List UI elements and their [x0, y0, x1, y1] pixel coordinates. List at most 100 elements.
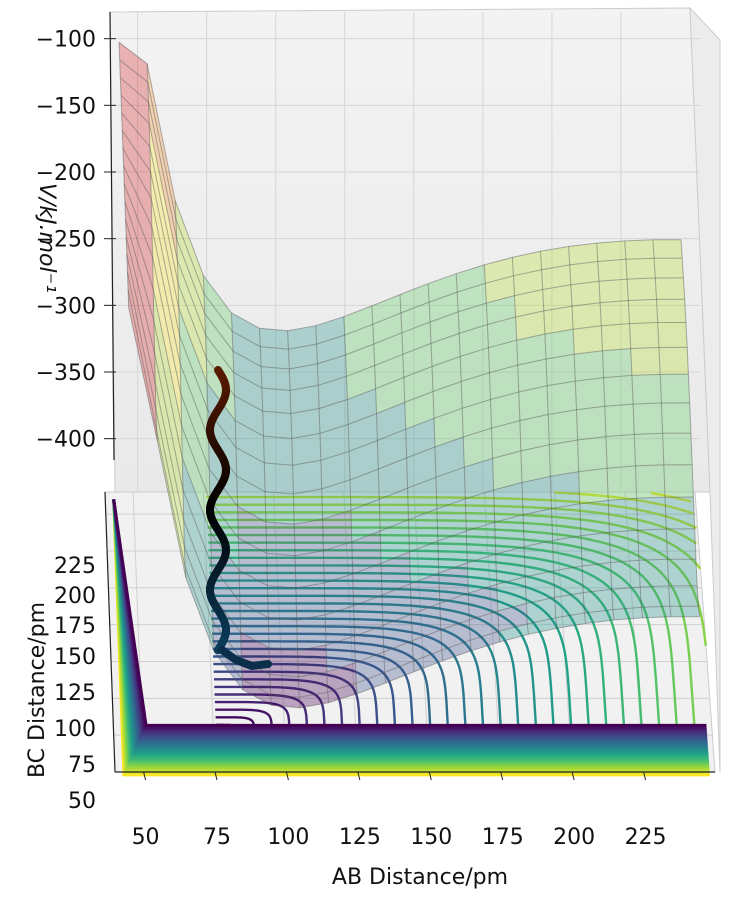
- surface-patch: [666, 528, 696, 560]
- surface-patch: [269, 674, 300, 698]
- surface-patch: [629, 322, 659, 349]
- surface-patch: [637, 529, 668, 561]
- surface-patch: [183, 489, 213, 595]
- surface-patch: [441, 640, 472, 661]
- surface-patch: [412, 629, 442, 662]
- surface-patch: [552, 535, 583, 571]
- surface-patch: [544, 329, 575, 359]
- floor-contour: [208, 549, 644, 734]
- surface-patch: [461, 372, 491, 409]
- surface-patch: [520, 444, 551, 483]
- surface-patch: [263, 436, 293, 466]
- surface-patch: [577, 436, 608, 472]
- surface-patch: [204, 313, 234, 373]
- x-tick-label: 200: [553, 825, 595, 850]
- surface-patch: [380, 519, 410, 564]
- surface-patch: [627, 278, 657, 301]
- surface-patch: [376, 402, 406, 441]
- surface-patch: [156, 430, 186, 578]
- z-tick-label: −200: [36, 161, 96, 186]
- surface-patch: [122, 130, 152, 199]
- surface-patch: [268, 617, 298, 651]
- surface-patch: [121, 113, 151, 172]
- y-tick-label: 225: [54, 554, 96, 579]
- mesh-line-y: [125, 236, 695, 621]
- surface-patch: [267, 585, 297, 620]
- x-tick-label: 50: [132, 825, 160, 850]
- floor-contour: [214, 678, 344, 734]
- surface-patch: [667, 559, 698, 586]
- surface-patch: [290, 385, 320, 414]
- surface-patch: [352, 563, 382, 606]
- surface-patch: [242, 679, 272, 706]
- surface-patch: [345, 344, 375, 377]
- surface-patch: [409, 541, 439, 584]
- mesh-line-x: [596, 243, 615, 621]
- floor-contour: [209, 579, 573, 734]
- x-tick-labels: 50 75 100 125 150 175 200 225: [132, 771, 667, 850]
- surface-patch: [524, 540, 554, 577]
- surface-patch: [294, 519, 324, 556]
- surface-patch: [211, 564, 241, 633]
- surface-patch: [411, 603, 441, 641]
- surface-patch: [610, 560, 641, 590]
- surface-patch: [348, 413, 378, 452]
- surface-patch: [210, 532, 240, 603]
- surface-patch: [549, 440, 579, 477]
- mesh-line-x: [118, 42, 130, 308]
- surface-patch: [464, 458, 494, 499]
- surface-patch: [456, 264, 486, 293]
- surface-patch: [490, 392, 520, 429]
- surface-patch: [611, 587, 642, 610]
- surface-patch: [147, 82, 177, 239]
- surface-patch: [467, 554, 497, 594]
- surface-patch: [433, 381, 463, 419]
- mesh-line-x: [146, 63, 158, 441]
- surface-patch: [517, 359, 548, 392]
- surface-patch: [233, 372, 263, 412]
- surface-patch: [406, 447, 436, 489]
- surface-patch: [612, 607, 643, 620]
- surface-patch: [484, 257, 514, 284]
- surface-patch: [494, 514, 525, 555]
- surface-patch: [470, 631, 500, 651]
- floor-edge-contour: [112, 499, 707, 727]
- surface-patch: [383, 640, 414, 673]
- surface-patch: [573, 325, 603, 355]
- surface-patch: [326, 636, 356, 672]
- surface-patch: [326, 662, 357, 693]
- z-tick-label: −100: [36, 28, 96, 53]
- surface-patch: [184, 546, 214, 642]
- z-tick-label: −150: [36, 94, 96, 119]
- surface-patch: [641, 606, 672, 618]
- surface-patch: [155, 383, 185, 547]
- x-tick-mark: [285, 771, 289, 781]
- right-wall: [689, 6, 721, 773]
- surface-patch: [318, 376, 348, 409]
- surface-patch: [492, 450, 522, 490]
- z-axis-line: [109, 11, 115, 461]
- floor-contour: [650, 491, 692, 503]
- mesh-line-x: [287, 330, 301, 708]
- surface-patch: [542, 284, 572, 311]
- surface-patch: [124, 183, 154, 289]
- surface-patch: [460, 347, 490, 382]
- surface-patch: [434, 437, 465, 478]
- y-tick-label: 150: [54, 645, 96, 670]
- surface-patch: [175, 200, 205, 294]
- y-axis-title: BC Distance/pm: [25, 602, 50, 778]
- surface-patch: [233, 351, 262, 388]
- surface-patch: [655, 277, 685, 300]
- surface-patch: [657, 322, 688, 348]
- floor-contour: [210, 602, 520, 734]
- surface-patch: [127, 272, 157, 431]
- surface-patch: [462, 399, 492, 437]
- surface-patch: [206, 358, 236, 421]
- surface-patch: [654, 258, 684, 278]
- surface-patch: [351, 531, 382, 574]
- surface-patch: [569, 261, 599, 285]
- surface-patch: [377, 429, 407, 470]
- surface-patch: [514, 289, 544, 317]
- floor-contour: [207, 518, 707, 647]
- floor-contour: [213, 662, 379, 734]
